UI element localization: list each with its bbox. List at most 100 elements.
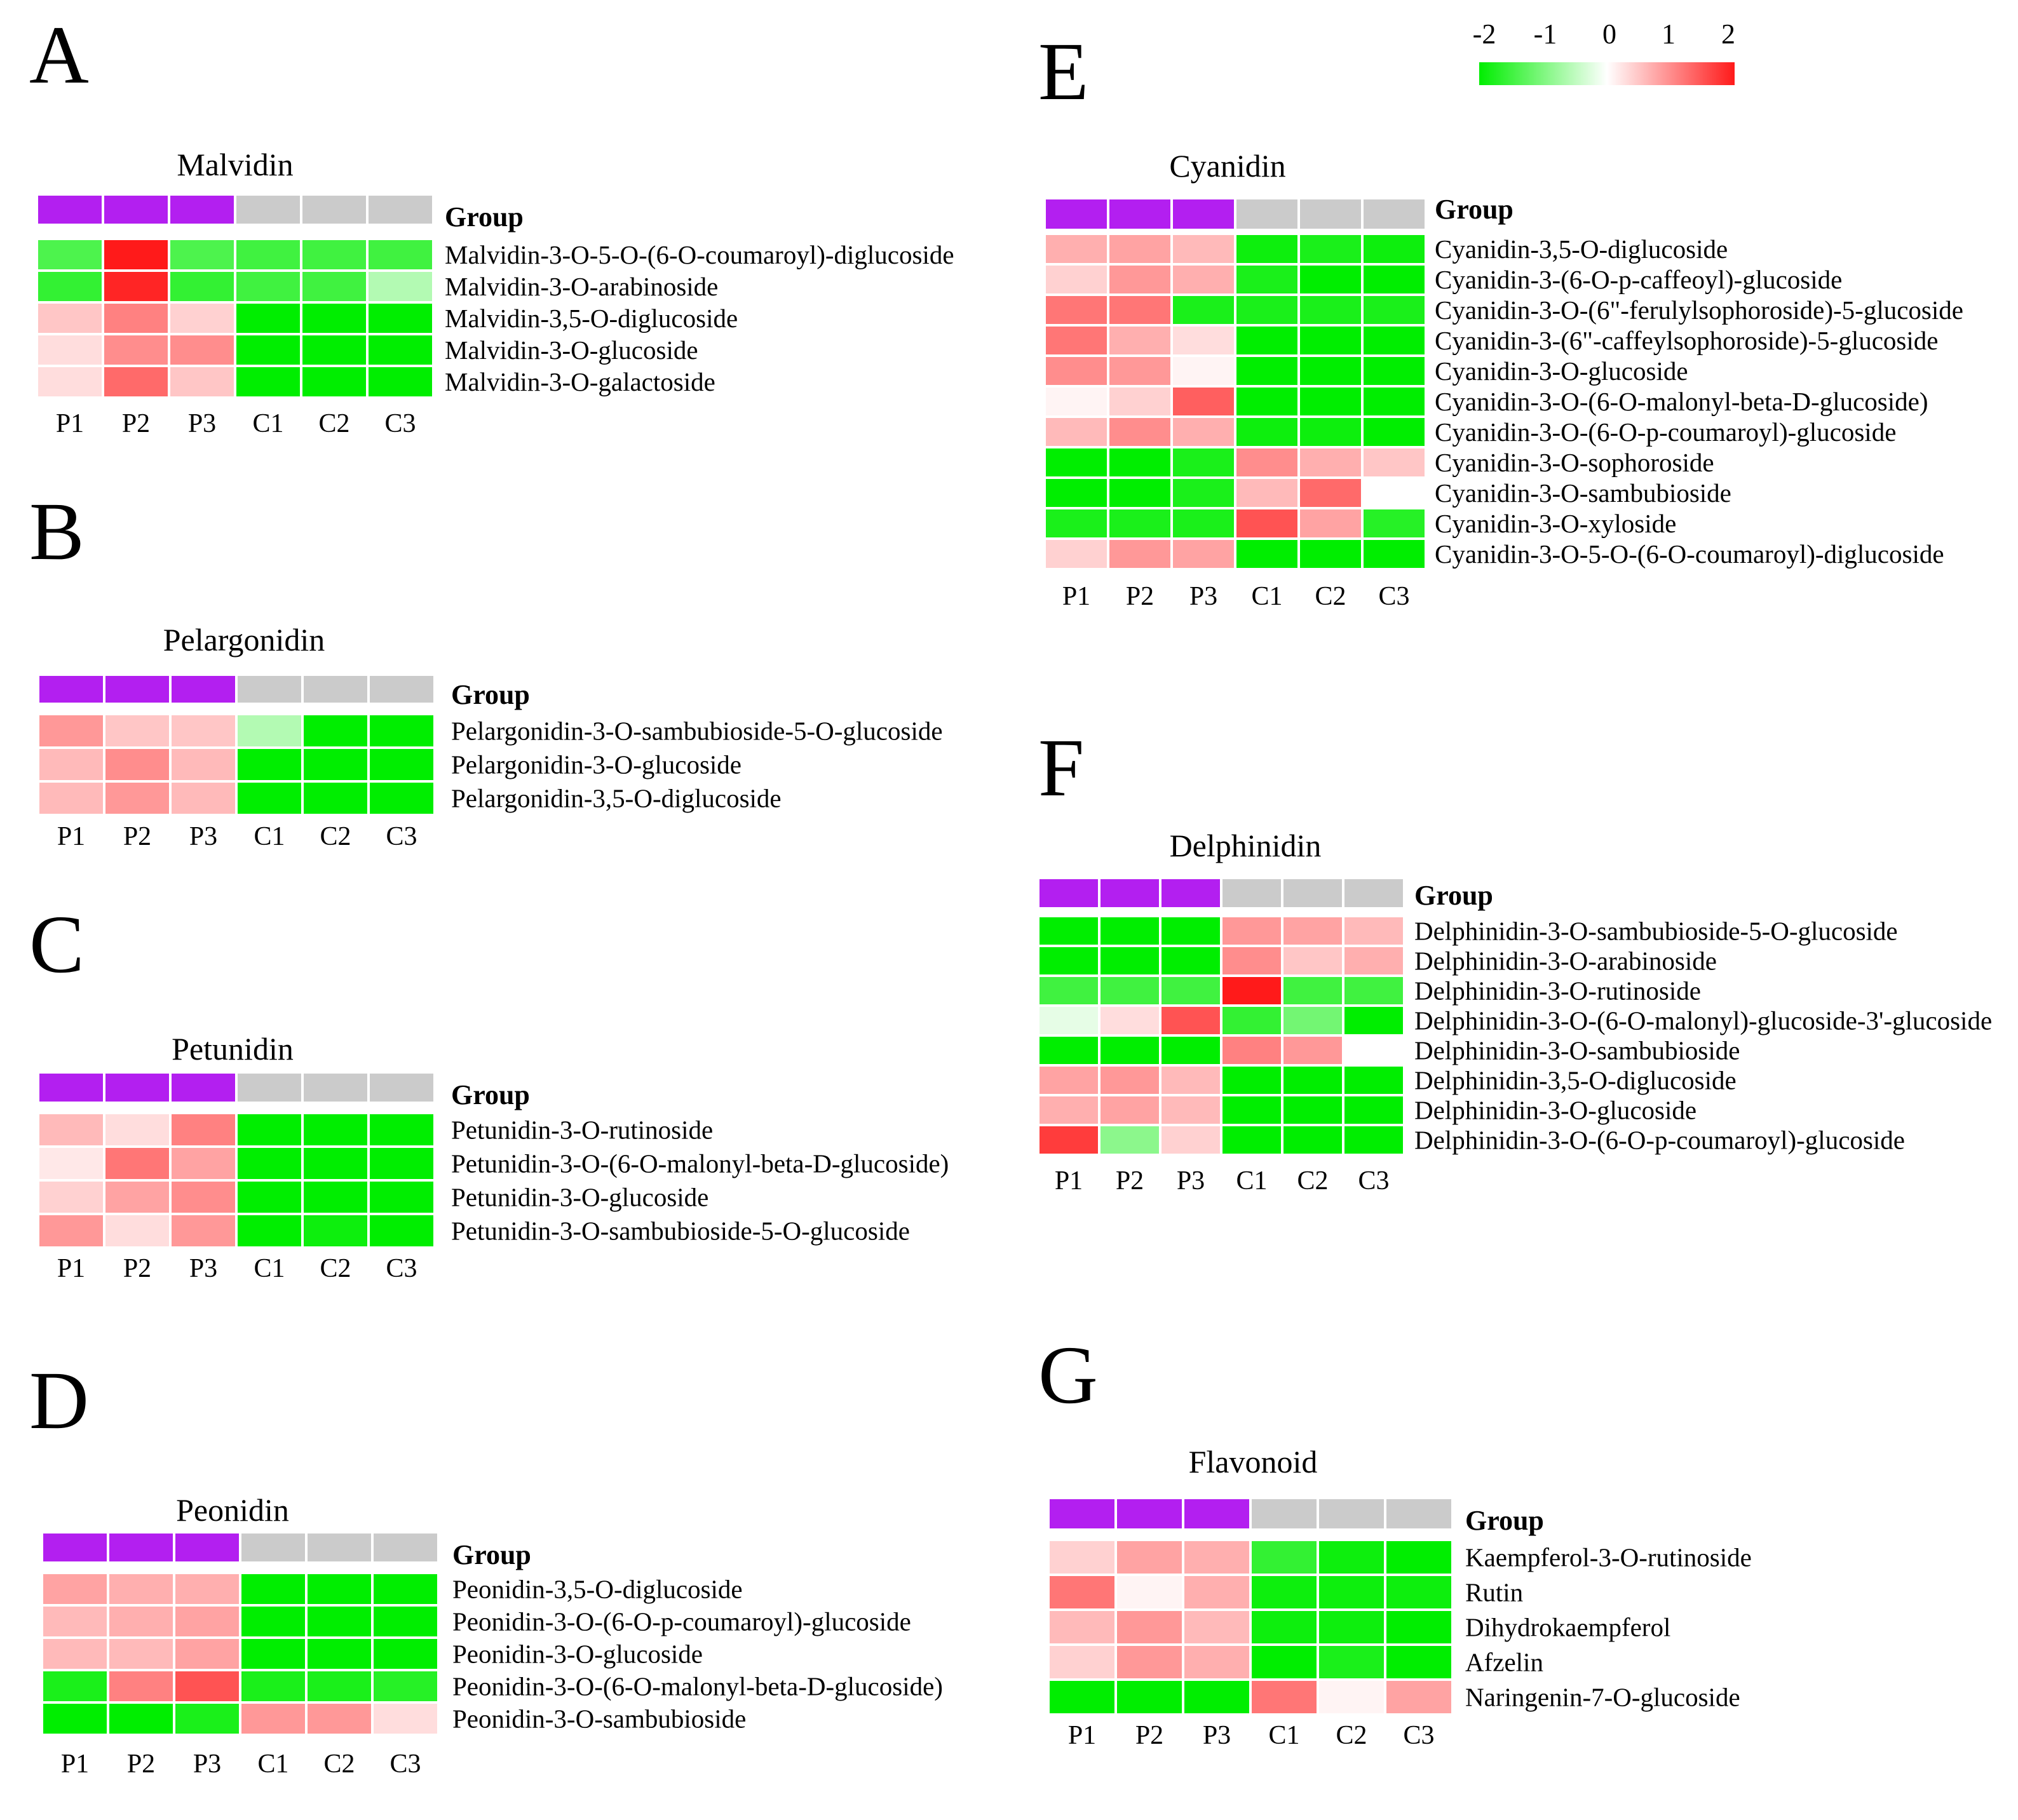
heatmap-cell xyxy=(1182,1608,1252,1646)
column-label: C3 xyxy=(389,1749,421,1779)
color-scale-tick: -1 xyxy=(1534,18,1557,50)
group-annotation-cell xyxy=(367,673,436,705)
column-label: P2 xyxy=(1126,582,1154,611)
row-label: Delphinidin-3-O-arabinoside xyxy=(1414,947,1717,976)
column-label: C2 xyxy=(1297,1166,1328,1196)
heatmap-cell xyxy=(1159,1034,1222,1067)
group-annotation-cell xyxy=(1220,877,1283,910)
heatmap-cell xyxy=(367,1179,436,1215)
group-annotation-cell xyxy=(169,673,238,705)
group-annotation-cell xyxy=(366,193,435,226)
column-label: P3 xyxy=(188,409,216,438)
row-label: Petunidin-3-O-(6-O-malonyl-beta-D-glucos… xyxy=(451,1149,949,1178)
heatmap-cell xyxy=(1281,974,1344,1007)
heatmap-title: Malvidin xyxy=(177,147,293,182)
heatmap-cell xyxy=(1234,354,1300,388)
heatmap-cell xyxy=(41,1636,109,1671)
heatmap-cell xyxy=(1170,263,1236,296)
column-label: C3 xyxy=(1378,582,1409,611)
heatmap-cell xyxy=(107,1636,175,1671)
heatmap-cell xyxy=(367,780,436,816)
group-annotation-cell xyxy=(367,1071,436,1104)
heatmap-cell xyxy=(235,1213,304,1249)
group-annotation-cell xyxy=(1182,1497,1252,1531)
heatmap-cell xyxy=(1159,1094,1222,1126)
heatmap-cell xyxy=(1249,1574,1319,1611)
heatmap-cell xyxy=(1182,1678,1252,1716)
heatmap-cell xyxy=(1098,974,1161,1007)
heatmap-cell xyxy=(37,713,105,749)
heatmap-cell xyxy=(103,1112,172,1148)
heatmap-cell xyxy=(1297,537,1364,570)
row-label: Kaempferol-3-O-rutinoside xyxy=(1465,1543,1752,1572)
heatmap-cell xyxy=(173,1669,241,1704)
heatmap-cell xyxy=(1281,945,1344,977)
group-annotation-cell xyxy=(1342,877,1405,910)
row-label: Cyanidin-3-(6"-caffeylsophoroside)-5-glu… xyxy=(1435,326,1938,355)
heatmap-cell xyxy=(366,333,435,367)
group-annotation-cell xyxy=(1114,1497,1184,1531)
heatmap-cell xyxy=(102,269,170,304)
row-label: Malvidin-3-O-arabinoside xyxy=(445,272,718,301)
heatmap-cell xyxy=(1043,293,1109,327)
heatmap-cell xyxy=(1342,1094,1405,1126)
heatmap-cell xyxy=(235,713,304,749)
heatmap-cell xyxy=(301,713,370,749)
column-label: C1 xyxy=(254,1254,285,1283)
heatmap-title: Delphinidin xyxy=(1170,828,1322,863)
heatmap-cell xyxy=(173,1636,241,1671)
color-scale-tick: 2 xyxy=(1721,18,1735,50)
heatmap-cell xyxy=(1361,537,1427,570)
row-label: Naringenin-7-O-glucoside xyxy=(1465,1683,1740,1712)
heatmap-cell xyxy=(239,1604,308,1639)
row-label: Petunidin-3-O-glucoside xyxy=(451,1183,708,1212)
heatmap-cell xyxy=(239,1572,308,1607)
column-label: C1 xyxy=(1268,1721,1299,1750)
group-annotation-cell xyxy=(1281,877,1344,910)
heatmap-title: Cyanidin xyxy=(1169,148,1285,184)
heatmap-cell xyxy=(1098,1064,1161,1096)
heatmap-title: Petunidin xyxy=(172,1031,294,1067)
group-annotation-cell xyxy=(305,1531,374,1564)
column-label: C2 xyxy=(320,822,351,851)
column-label: P1 xyxy=(1055,1166,1083,1196)
column-label: P3 xyxy=(1189,582,1217,611)
group-annotation-cell xyxy=(1317,1497,1386,1531)
heatmap-cell xyxy=(107,1669,175,1704)
heatmap-cell xyxy=(1342,1124,1405,1156)
group-annotation-cell xyxy=(1297,197,1364,231)
heatmap-cell xyxy=(1384,1608,1454,1646)
heatmap-cell xyxy=(1182,1574,1252,1611)
heatmap-cell xyxy=(41,1604,109,1639)
heatmap-cell xyxy=(1037,915,1100,947)
heatmap-panel-f: F Delphinidin Group Delphinidin-3-O-sambubi… xyxy=(1037,722,1992,1196)
heatmap-cell xyxy=(1043,537,1109,570)
row-label: Cyanidin-3,5-O-diglucoside xyxy=(1435,234,1728,264)
column-label: P3 xyxy=(189,822,217,851)
column-label: C2 xyxy=(323,1749,355,1779)
group-annotation-cell xyxy=(1043,197,1109,231)
heatmap-panel-c: C Petunidin Group Petunidin-3-O-rutinoside P… xyxy=(29,899,949,1283)
heatmap-cell xyxy=(1043,385,1109,418)
heatmap-cell xyxy=(1098,1034,1161,1067)
heatmap-cell xyxy=(300,269,369,304)
heatmap-cell xyxy=(234,269,302,304)
heatmap-cell xyxy=(37,780,105,816)
group-annotation-cell xyxy=(107,1531,175,1564)
heatmap-cell xyxy=(1098,1124,1161,1156)
row-label: Dihydrokaempferol xyxy=(1465,1613,1670,1642)
column-label: C3 xyxy=(1358,1166,1389,1196)
heatmap-cell xyxy=(1159,1004,1222,1037)
column-label: P2 xyxy=(1135,1721,1163,1750)
heatmap-cell xyxy=(1342,1004,1405,1037)
group-annotation-cell xyxy=(37,673,105,705)
heatmap-cell xyxy=(1159,915,1222,947)
heatmap-cell xyxy=(37,1179,105,1215)
column-label: P1 xyxy=(61,1749,89,1779)
heatmap-cell xyxy=(1107,476,1173,509)
color-scale-tick: 1 xyxy=(1662,18,1676,50)
color-scale-tick: 0 xyxy=(1602,18,1616,50)
heatmap-cell xyxy=(103,1145,172,1182)
heatmap-cell xyxy=(1159,945,1222,977)
